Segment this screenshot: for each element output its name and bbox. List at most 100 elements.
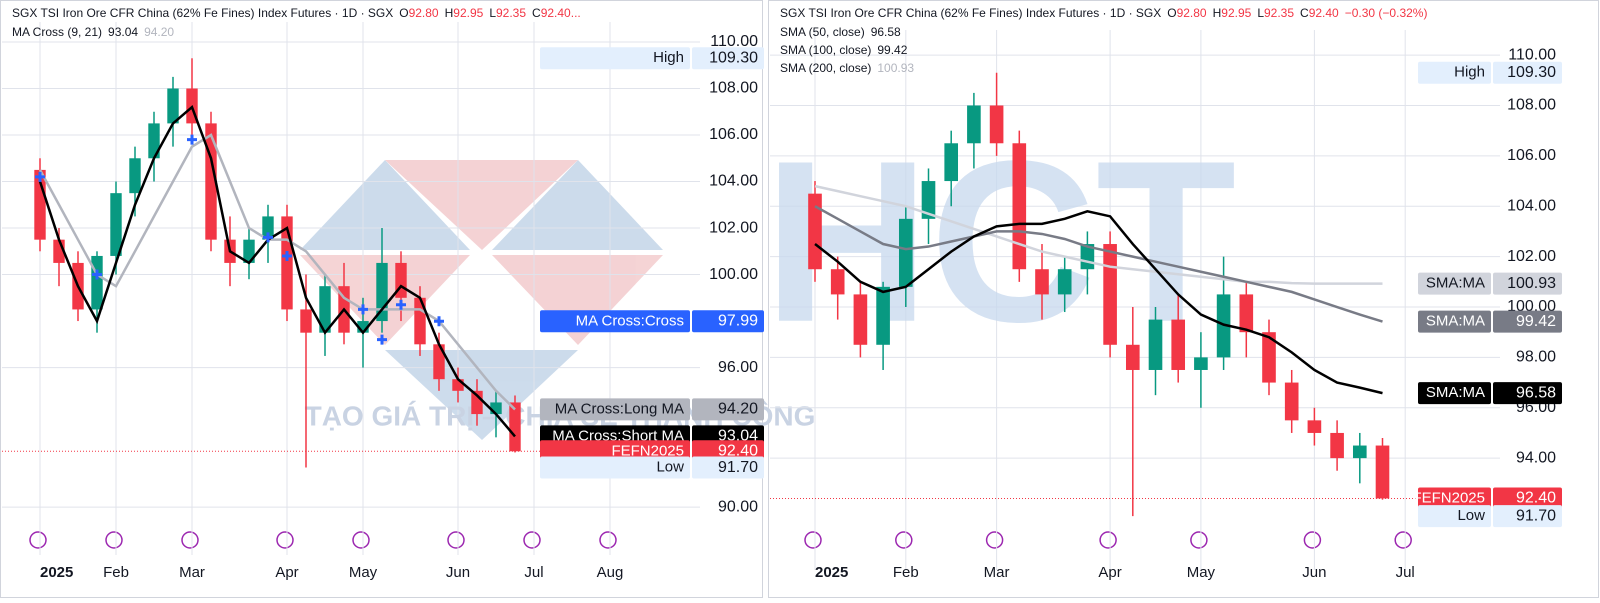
price-tag-name-bg <box>1418 382 1491 405</box>
price-tag-value-bg <box>1493 310 1562 333</box>
candle-body <box>509 402 521 452</box>
price-tag-value-bg <box>1493 487 1562 510</box>
cross-marker <box>92 269 102 280</box>
y-tick-label: 106.00 <box>1507 147 1556 164</box>
event-icon <box>1099 531 1117 549</box>
price-tag-value: 97.99 <box>718 313 758 330</box>
price-tag-name: MA Cross:Long MA <box>555 400 684 417</box>
candle-body <box>376 262 388 322</box>
price-tag-name: Low <box>1457 507 1485 524</box>
indicator-name: SMA (100, close) <box>780 43 871 57</box>
price-change: −0.30 (−0.32%) <box>1345 6 1428 20</box>
y-tick-label: 110.00 <box>710 33 758 50</box>
ohlc-value: 92.95 <box>1221 6 1251 20</box>
x-tick-label: 2025 <box>40 564 73 581</box>
ohlc-value: 92.80 <box>1177 6 1207 20</box>
y-tick-label: 94.00 <box>1516 449 1556 466</box>
candle-body <box>989 105 1004 144</box>
x-tick-label: May <box>349 564 378 581</box>
candle-body <box>319 286 331 333</box>
indicator-value: 96.58 <box>871 25 901 39</box>
price-tag-value-bg <box>1493 272 1562 295</box>
candle-body <box>167 88 179 124</box>
price-tag-name-bg <box>1418 505 1491 528</box>
candle-body <box>1194 357 1208 370</box>
x-tick-label: 2025 <box>815 564 848 581</box>
price-tag-name: MA Cross:Cross <box>576 312 684 329</box>
indicator-value: 99.42 <box>877 43 907 57</box>
chart-header: SGX TSI Iron Ore CFR China (62% Fe Fines… <box>780 6 1427 20</box>
candle-body <box>1057 269 1072 295</box>
price-tag-name-bg <box>1418 487 1491 510</box>
candle-body <box>414 297 426 345</box>
price-tag-name: FEFN2025 <box>611 442 684 459</box>
candle-body <box>148 123 160 159</box>
y-tick-label: 106.00 <box>709 126 758 143</box>
candle-body <box>471 390 483 415</box>
price-tag-name-bg <box>540 398 690 421</box>
ohlc-key: C <box>1300 6 1309 20</box>
x-tick-label: Jul <box>1396 564 1415 581</box>
cross-marker <box>187 134 197 145</box>
candle-body <box>830 269 845 295</box>
ohlc-key: C <box>532 6 541 20</box>
candle-body <box>808 193 822 270</box>
price-tag-name: High <box>1454 64 1485 81</box>
event-icon <box>1394 531 1412 549</box>
event-icon <box>985 531 1004 549</box>
event-icon <box>105 531 123 549</box>
x-tick-label: Jun <box>1302 564 1326 581</box>
chart-title: SGX TSI Iron Ore CFR China (62% Fe Fines… <box>12 6 393 20</box>
cross-marker <box>377 334 387 345</box>
indicator-name: SMA (200, close) <box>780 61 871 75</box>
x-tick-label: Feb <box>893 564 919 581</box>
candle-body <box>967 105 981 144</box>
event-icon <box>181 531 199 549</box>
ma-line <box>814 209 1383 395</box>
ohlc-key: H <box>1213 6 1222 20</box>
event-icons <box>29 531 1412 549</box>
price-tag-value: 91.70 <box>1516 507 1556 524</box>
chart-header: SGX TSI Iron Ore CFR China (62% Fe Fines… <box>12 6 581 20</box>
candle-body <box>110 193 122 256</box>
ma-line <box>38 104 516 438</box>
price-tag-name: SMA:MA <box>1426 275 1485 292</box>
price-tag-value: 94.20 <box>718 401 758 418</box>
event-icon <box>1190 531 1208 549</box>
candle-body <box>357 321 369 333</box>
price-tag-name: SMA:MA <box>1426 313 1485 330</box>
event-icon <box>29 531 47 549</box>
x-tick-label: May <box>1187 564 1216 581</box>
candle-body <box>452 379 464 391</box>
price-tag-value-bg <box>692 398 764 421</box>
price-tag-value: 100.93 <box>1507 275 1556 292</box>
candle-body <box>395 262 407 298</box>
candle-body <box>898 218 913 287</box>
y-tick-label: 104.00 <box>1507 197 1556 214</box>
candle-body <box>1239 294 1254 333</box>
cross-marker <box>396 299 406 310</box>
candle-body <box>853 294 868 345</box>
ohlc-value: 92.35 <box>1264 6 1294 20</box>
y-tick-label: 96.00 <box>718 359 758 376</box>
candle-body <box>1352 445 1367 459</box>
x-tick-label: Jul <box>524 564 543 581</box>
price-tag-value: 92.40 <box>718 443 758 460</box>
y-tick-label: 98.00 <box>1516 349 1556 366</box>
candle-body <box>300 309 312 333</box>
indicator-value: 93.04 <box>108 25 138 39</box>
price-tag-name-bg <box>540 47 690 70</box>
event-icon <box>276 531 294 549</box>
cross-marker <box>282 250 292 261</box>
event-icon <box>599 531 617 549</box>
candle-body <box>433 344 445 380</box>
price-tag-value-bg <box>692 310 764 333</box>
ohlc-value: 92.95 <box>453 6 483 20</box>
candle-body <box>281 216 293 310</box>
x-tick-label: Apr <box>1098 564 1121 581</box>
x-tick-label: Jun <box>446 564 470 581</box>
candle-body <box>876 286 890 345</box>
candle-body <box>1262 332 1276 383</box>
candle-body <box>1284 382 1299 421</box>
